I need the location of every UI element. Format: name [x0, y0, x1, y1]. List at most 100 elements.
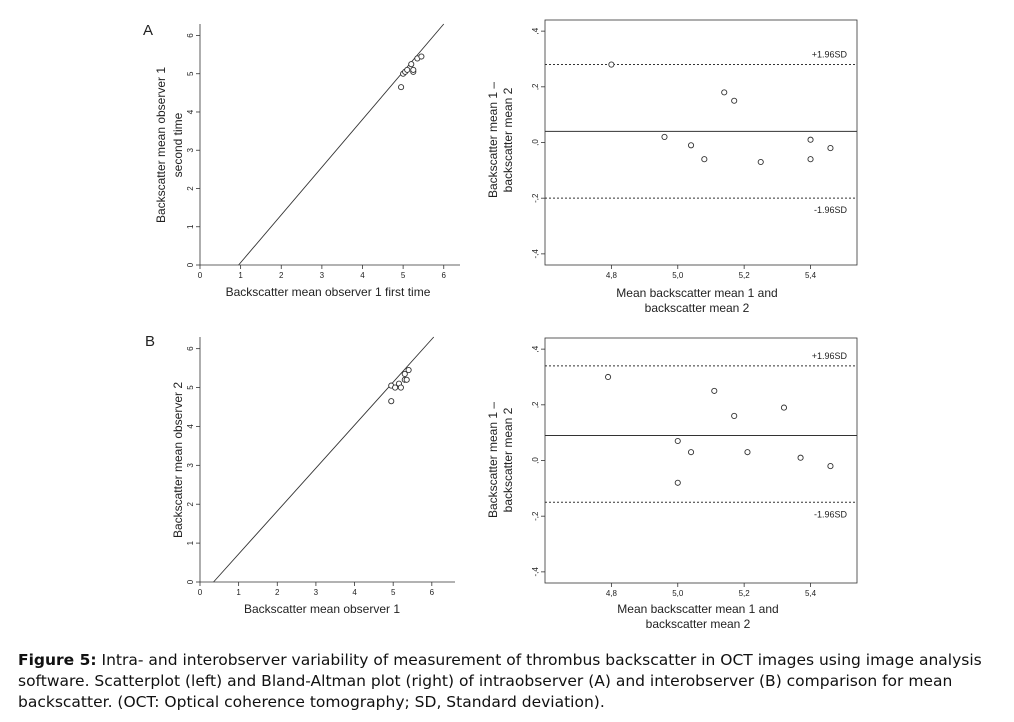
x-axis-title: backscatter mean 2 [645, 301, 750, 315]
x-axis-title: Mean backscatter mean 1 and [616, 286, 777, 300]
y-tick-label: 0 [186, 579, 195, 584]
panel-label-a: A [143, 22, 153, 39]
y-tick-label: ,0 [531, 139, 540, 146]
plot-frame [544, 337, 858, 584]
x-tick-label: 4 [352, 588, 357, 597]
data-point [827, 145, 834, 152]
y-axis-title: backscatter mean 2 [501, 87, 515, 192]
panel-label-b: B [145, 333, 155, 350]
data-point [403, 376, 410, 383]
x-tick-label: 0 [198, 271, 203, 280]
y-tick-label: 3 [186, 463, 195, 468]
x-tick-label: 5,4 [805, 271, 817, 280]
y-tick-label: 3 [186, 147, 195, 152]
data-point [701, 156, 708, 163]
x-tick-label: 5,2 [739, 589, 751, 598]
data-point [401, 370, 408, 377]
reference-line [213, 336, 435, 583]
bland-altman-plot-a: 4,8 5,0 5,2 5,4 ,4 ,2 ,0 -,2 -,4 Mean backscatter… [486, 19, 858, 315]
data-point [605, 373, 612, 381]
caption-text: Intra- and interobserver variability of … [18, 651, 982, 711]
y-tick-label: ,2 [531, 401, 540, 408]
y-axis-title: Backscatter mean observer 1 [154, 67, 168, 223]
y-tick-label: 4 [186, 109, 195, 114]
upper-limit-label: +1.96SD [812, 50, 848, 60]
data-point [674, 437, 681, 445]
lower-limit-label: -1.96SD [814, 509, 848, 519]
y-tick-label: 4 [186, 424, 195, 429]
data-point [780, 404, 788, 411]
upper-limit-label: +1.96SD [812, 351, 848, 361]
bland-altman-plot-b: 4,8 5,0 5,2 5,4 ,4 ,2 ,0 -,2 -,4 Mean backscatter… [486, 337, 858, 631]
x-tick-label: 5,0 [672, 589, 684, 598]
caption-label: Figure 5: [18, 651, 97, 669]
x-tick-label: 3 [320, 271, 325, 280]
x-tick-label: 6 [430, 588, 435, 597]
x-tick-label: 0 [198, 588, 203, 597]
x-tick-label: 5 [391, 588, 396, 597]
x-axis-title: Backscatter mean observer 1 [244, 602, 400, 616]
y-tick-label: 1 [186, 224, 195, 229]
y-tick-label: -,4 [531, 567, 540, 577]
x-tick-label: 1 [238, 271, 243, 280]
data-point [388, 398, 395, 405]
x-axis-title: Backscatter mean observer 1 first time [226, 285, 431, 299]
y-axis-title: second time [171, 112, 185, 177]
scatter-plot-a: 0 1 2 3 4 5 6 0 1 2 3 4 5 6 Backscatter mean observer … [154, 23, 460, 299]
x-tick-label: 3 [314, 588, 319, 597]
data-point [404, 66, 411, 73]
y-tick-label: 1 [186, 540, 195, 545]
data-point [392, 384, 399, 391]
y-tick-label: 0 [186, 262, 195, 267]
lower-limit-label: -1.96SD [814, 205, 848, 215]
figure-canvas: A B 0 1 2 3 4 5 6 0 1 2 3 4 5 6 Backscatter mean obser… [143, 19, 858, 631]
data-point [397, 384, 404, 391]
x-tick-label: 5 [401, 271, 406, 280]
data-point [410, 66, 417, 73]
y-tick-label: 2 [186, 186, 195, 191]
x-tick-label: 2 [275, 588, 280, 597]
data-point [721, 89, 728, 96]
x-tick-label: 4,8 [606, 589, 618, 598]
y-tick-label: 6 [186, 346, 195, 351]
data-point [757, 158, 764, 166]
data-point [418, 53, 425, 60]
data-point [608, 61, 615, 68]
data-point [827, 463, 834, 470]
x-tick-label: 2 [279, 271, 284, 280]
data-point [731, 97, 738, 104]
x-tick-label: 4,8 [606, 271, 618, 280]
x-tick-label: 4 [360, 271, 365, 280]
x-axis-title: Mean backscatter mean 1 and [617, 602, 778, 616]
y-tick-label: 5 [186, 71, 195, 76]
scatter-plot-b: 0 1 2 3 4 5 6 0 1 2 3 4 5 6 Backscatter mean observer … [171, 336, 455, 616]
x-tick-label: 6 [442, 271, 447, 280]
x-axis-title: backscatter mean 2 [646, 617, 751, 631]
x-tick-label: 5,4 [805, 589, 817, 598]
data-point [807, 136, 814, 143]
data-point [674, 479, 681, 486]
y-axis-title: Backscatter mean 1 – [486, 82, 500, 198]
y-tick-label: 5 [186, 385, 195, 390]
y-axis-title: backscatter mean 2 [501, 407, 515, 512]
y-tick-label: ,2 [531, 83, 540, 90]
data-point [731, 412, 738, 420]
data-point [711, 387, 718, 394]
y-tick-label: ,0 [531, 457, 540, 464]
y-axis-title: Backscatter mean observer 2 [171, 382, 185, 538]
figure-caption: Figure 5: Intra- and interobserver varia… [18, 650, 998, 713]
y-tick-label: 6 [186, 33, 195, 38]
data-point [687, 449, 695, 456]
data-point [405, 367, 412, 374]
data-point [687, 142, 695, 149]
reference-line [238, 23, 445, 266]
data-point [807, 156, 814, 163]
x-tick-label: 1 [236, 588, 241, 597]
y-tick-label: -,2 [531, 511, 540, 521]
data-point [744, 449, 751, 456]
data-point [797, 454, 804, 461]
y-tick-label: -,2 [531, 193, 540, 203]
data-point [408, 61, 415, 68]
y-axis-title: Backscatter mean 1 – [486, 402, 500, 518]
x-tick-label: 5,2 [739, 271, 751, 280]
